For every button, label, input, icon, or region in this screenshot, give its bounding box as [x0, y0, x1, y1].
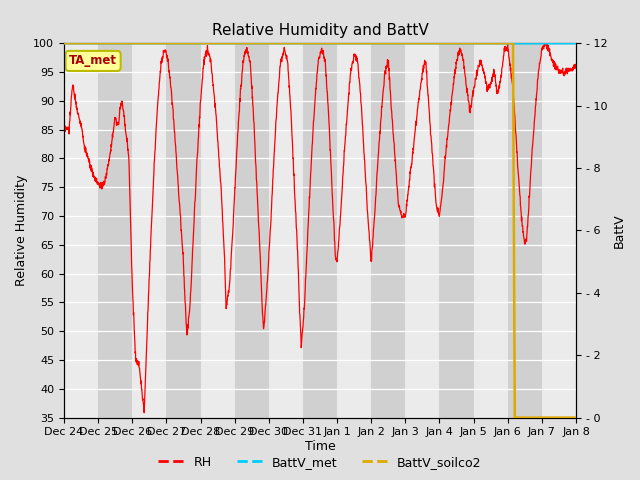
Bar: [371, 43, 405, 418]
Bar: [576, 43, 610, 418]
X-axis label: Time: Time: [305, 440, 335, 453]
Bar: [235, 43, 269, 418]
Y-axis label: BattV: BattV: [613, 213, 626, 248]
Bar: [166, 43, 200, 418]
Text: TA_met: TA_met: [69, 54, 117, 67]
Legend: RH, BattV_met, BattV_soilco2: RH, BattV_met, BattV_soilco2: [154, 451, 486, 474]
Bar: [98, 43, 132, 418]
Bar: [303, 43, 337, 418]
Bar: [440, 43, 474, 418]
Bar: [508, 43, 542, 418]
Y-axis label: Relative Humidity: Relative Humidity: [15, 175, 28, 286]
Title: Relative Humidity and BattV: Relative Humidity and BattV: [212, 23, 428, 38]
